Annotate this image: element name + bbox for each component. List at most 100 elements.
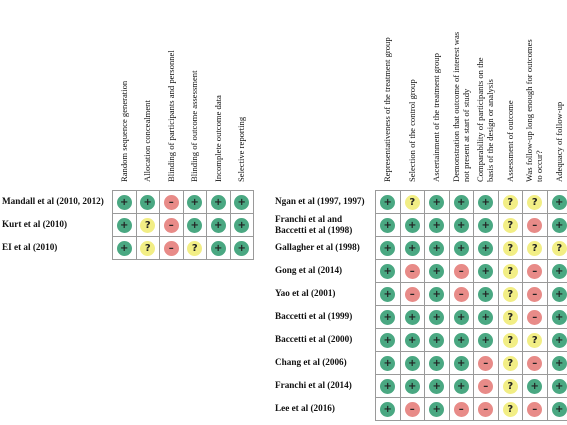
right_panel-rating-cell: +	[425, 306, 450, 329]
rating-low-icon: +	[453, 194, 469, 210]
right_panel-rating-cell: –	[523, 214, 548, 237]
right_panel-rating-cell: ?	[400, 191, 425, 214]
right_panel-rating-cell: +	[376, 375, 401, 398]
right_panel-rating-cell: +	[376, 352, 401, 375]
rating-high-icon: –	[527, 309, 543, 325]
right_panel-rating-cell: +	[449, 214, 474, 237]
rating-low-icon: +	[429, 309, 445, 325]
rating-high-icon: –	[527, 217, 543, 233]
rating-unclear-icon: ?	[187, 240, 203, 256]
left_panel-study-label-line: Kurt et al (2010)	[2, 219, 68, 229]
rating-low-icon: +	[380, 286, 396, 302]
rating-low-icon: +	[380, 217, 396, 233]
right_panel-rating-cell: –	[474, 352, 499, 375]
right_panel-rating-cell: –	[523, 398, 548, 421]
right_panel-rating-cell: +	[547, 329, 567, 352]
rating-low-icon: +	[551, 355, 567, 371]
right_panel-rating-cell: ?	[523, 329, 548, 352]
rating-low-icon: +	[453, 217, 469, 233]
right_panel-study-label: Ngan et al (1997, 1997)	[275, 196, 365, 207]
left_panel-study-label-line: EI et al (2010)	[2, 242, 58, 252]
left_panel-study-label: EI et al (2010)	[2, 242, 57, 253]
right_panel-study-label-line: Gallagher et al (1998)	[275, 242, 360, 252]
rating-unclear-icon: ?	[502, 194, 518, 210]
right_panel-domain-header-line: Demonstration that outcome of interest w…	[450, 31, 461, 182]
right_panel-rating-cell: +	[400, 352, 425, 375]
rating-low-icon: +	[453, 309, 469, 325]
rating-low-icon: +	[478, 332, 494, 348]
right_panel-study-label: Franchi et al and Baccetti et al (1998)	[275, 214, 352, 236]
rating-low-icon: +	[187, 194, 203, 210]
rating-high-icon: –	[404, 263, 420, 279]
rating-low-icon: +	[551, 332, 567, 348]
left_panel-rating-cell: +	[136, 191, 160, 214]
rating-unclear-icon: ?	[502, 263, 518, 279]
right_panel-rating-cell: +	[547, 260, 567, 283]
right_panel-rating-cell: –	[400, 398, 425, 421]
rating-low-icon: +	[380, 332, 396, 348]
right_panel-rating-cell: +	[425, 260, 450, 283]
right_panel-rating-cell: +	[547, 352, 567, 375]
right_panel-rating-cell: +	[474, 214, 499, 237]
right_panel-rating-cell: +	[547, 306, 567, 329]
rating-low-icon: +	[404, 240, 420, 256]
right_panel-domain-header: Was follow-up long enough for outcomes to…	[524, 39, 544, 182]
rating-unclear-icon: ?	[551, 240, 567, 256]
rating-low-icon: +	[429, 355, 445, 371]
left_panel-domain-header-line: Blinding of participants and personnel	[165, 50, 176, 182]
right_panel-rating-cell: +	[547, 283, 567, 306]
right_panel-domain-header-line: not present at start of study	[460, 88, 471, 182]
right_panel-domain-header-line: Comparability of participants on the	[475, 57, 486, 182]
rating-low-icon: +	[551, 401, 567, 417]
right_panel-rating-cell: +	[474, 306, 499, 329]
right_panel-domain-header-line: Adequacy of follow-up	[553, 101, 564, 182]
rating-low-icon: +	[116, 217, 132, 233]
rating-low-icon: +	[380, 194, 396, 210]
right_panel-rating-cell: –	[449, 283, 474, 306]
right_panel-rating-cell: +	[449, 237, 474, 260]
right_panel-rating-cell: ?	[498, 283, 523, 306]
rating-unclear-icon: ?	[502, 378, 518, 394]
right_panel-rating-cell: +	[425, 329, 450, 352]
right_panel-rating-cell: +	[376, 306, 401, 329]
rating-low-icon: +	[478, 309, 494, 325]
rating-low-icon: +	[210, 217, 226, 233]
right_panel-rating-cell: –	[474, 375, 499, 398]
rating-low-icon: +	[453, 378, 469, 394]
right_panel-study-label-line: Gong et al (2014)	[275, 265, 343, 275]
rating-unclear-icon: ?	[527, 332, 543, 348]
left_panel-rating-cell: +	[207, 214, 231, 237]
rating-low-icon: +	[234, 194, 250, 210]
rating-high-icon: –	[453, 286, 469, 302]
rating-low-icon: +	[551, 194, 567, 210]
rating-unclear-icon: ?	[527, 194, 543, 210]
right_panel-domain-header-line: Ascertainment of the treatment group	[431, 53, 442, 182]
right_panel-study-label: Lee et al (2016)	[275, 403, 335, 414]
right_panel-rating-cell: ?	[547, 237, 567, 260]
rating-low-icon: +	[234, 217, 250, 233]
right_panel-rating-cell: +	[425, 237, 450, 260]
right_panel-rating-cell: +	[425, 398, 450, 421]
left_panel-rating-cell: +	[230, 214, 254, 237]
right_panel-rating-cell: +	[425, 283, 450, 306]
rating-low-icon: +	[380, 309, 396, 325]
right_panel-domain-header: Representativeness of the treatment grou…	[382, 37, 392, 182]
right_panel-rating-cell: ?	[498, 260, 523, 283]
rating-unclear-icon: ?	[502, 217, 518, 233]
right_panel-rating-cell: –	[523, 260, 548, 283]
left_panel-domain-header: Random sequence generation	[119, 81, 129, 182]
right_panel-study-label-line: Baccetti et al (1999)	[275, 311, 353, 321]
rating-low-icon: +	[551, 309, 567, 325]
rating-high-icon: –	[404, 401, 420, 417]
right_panel-study-label: Baccetti et al (1999)	[275, 311, 352, 322]
right_panel-rating-cell: ?	[523, 191, 548, 214]
left_panel-domain-header-line: Incomplete outcome data	[212, 95, 223, 182]
right_panel-rating-cell: –	[523, 352, 548, 375]
rating-low-icon: +	[210, 240, 226, 256]
right_panel-domain-header: Ascertainment of the treatment group	[431, 53, 441, 182]
rating-unclear-icon: ?	[502, 401, 518, 417]
rating-low-icon: +	[234, 240, 250, 256]
rating-low-icon: +	[527, 378, 543, 394]
rating-low-icon: +	[140, 194, 156, 210]
right_panel-rating-cell: +	[449, 352, 474, 375]
